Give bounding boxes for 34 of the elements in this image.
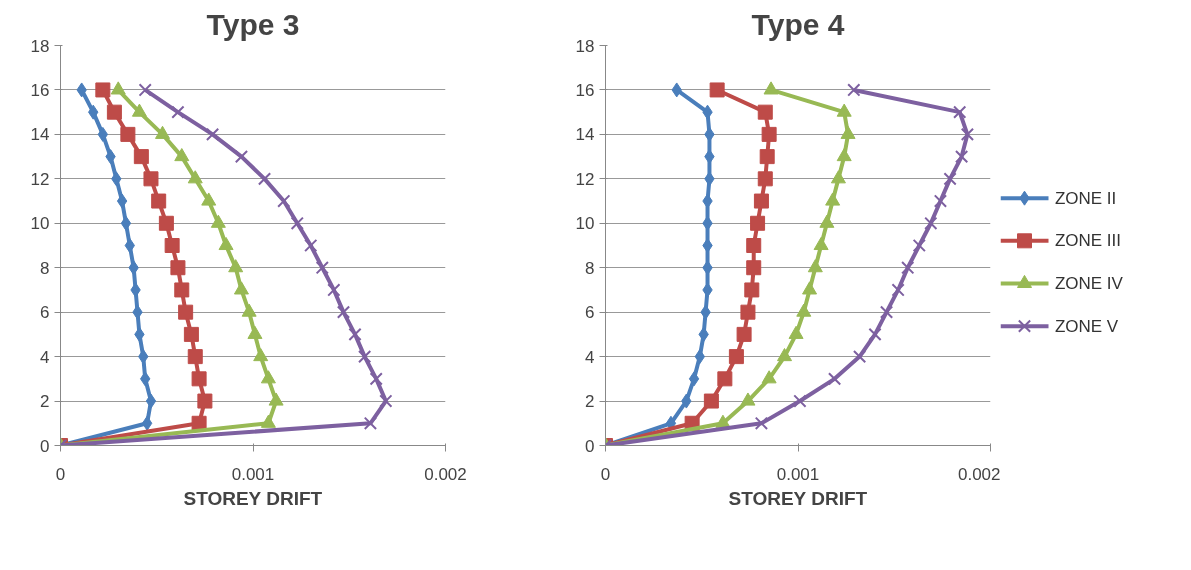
legend-label: ZONE II (1054, 188, 1117, 208)
y-tick-label: 12 (575, 169, 595, 189)
y-tick-label: 8 (585, 258, 595, 278)
y-tick-label: 6 (585, 303, 595, 323)
legend-label: ZONE V (1054, 316, 1119, 336)
x-tick-label: 0.001 (231, 464, 275, 484)
x-tick-label: 0.001 (776, 464, 820, 484)
y-tick-label: 16 (575, 80, 595, 100)
y-tick-label: 4 (40, 347, 50, 367)
chart-title: Type 3 (206, 7, 300, 41)
y-tick-label: 0 (40, 436, 50, 456)
x-tick-label: 0.002 (424, 464, 467, 484)
y-tick-label: 10 (30, 214, 50, 234)
y-tick-label: 16 (30, 80, 50, 100)
x-tick-label: 0.002 (957, 464, 1001, 484)
x-tick-label: 0 (55, 464, 66, 484)
chart-title: Type 4 (751, 7, 845, 41)
y-tick-label: 18 (575, 36, 595, 56)
x-axis-title: STOREY DRIFT (183, 487, 323, 509)
legend-label: ZONE IV (1054, 273, 1124, 293)
y-tick-label: 18 (30, 36, 50, 56)
y-tick-label: 8 (40, 258, 50, 278)
y-tick-label: 14 (30, 125, 50, 145)
x-axis-title: STOREY DRIFT (728, 487, 868, 509)
y-tick-label: 6 (40, 303, 50, 323)
legend-label: ZONE III (1054, 231, 1122, 251)
y-tick-label: 0 (585, 436, 595, 456)
y-tick-label: 10 (575, 214, 595, 234)
y-tick-label: 2 (40, 392, 50, 412)
y-tick-label: 2 (585, 392, 595, 412)
x-tick-label: 0 (600, 464, 611, 484)
y-tick-label: 14 (575, 125, 595, 145)
y-tick-label: 12 (30, 169, 50, 189)
y-tick-label: 4 (585, 347, 595, 367)
